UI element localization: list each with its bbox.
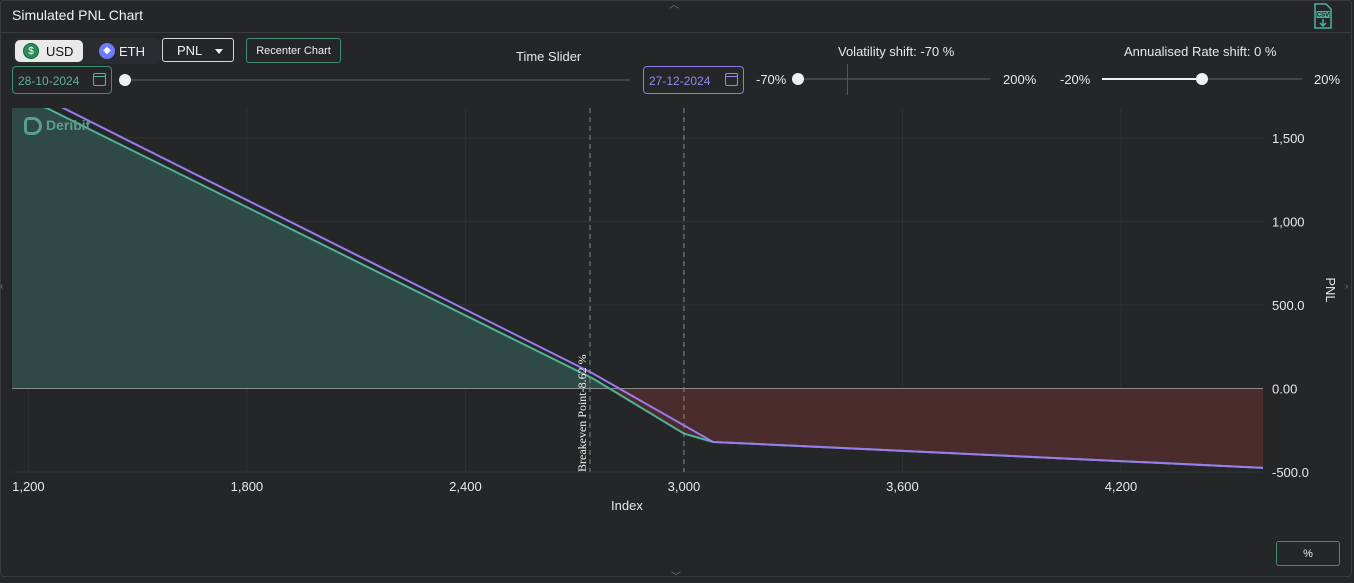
- metric-select-value: PNL: [177, 43, 203, 58]
- volatility-zero-marker: [847, 64, 848, 95]
- x-tick-label: 4,200: [1105, 479, 1138, 494]
- rate-min-label: -20%: [1060, 72, 1091, 87]
- currency-eth-label: ETH: [119, 44, 145, 59]
- time-slider-label: Time Slider: [516, 49, 582, 64]
- eth-coin-icon: ◆: [99, 43, 115, 59]
- rate-shift-label: Annualised Rate shift: 0 %: [1124, 44, 1277, 59]
- resize-right-icon[interactable]: ›: [1345, 281, 1349, 292]
- resize-left-icon[interactable]: ‹: [0, 281, 4, 292]
- y-tick-label: 500.0: [1272, 298, 1305, 313]
- end-date-value: 27-12-2024: [649, 74, 711, 88]
- y-tick-label: 1,500: [1272, 131, 1305, 146]
- y-tick-label: 1,000: [1272, 215, 1305, 230]
- volatility-max-label: 200%: [1003, 72, 1037, 87]
- currency-eth-button[interactable]: ◆ ETH: [97, 40, 157, 62]
- x-axis-label: Index: [611, 498, 643, 513]
- svg-text:CSV: CSV: [1317, 13, 1329, 19]
- time-slider-track[interactable]: [125, 79, 630, 81]
- profit-area: [12, 108, 610, 389]
- expand-down-icon[interactable]: ﹀: [671, 572, 681, 583]
- start-date-value: 28-10-2024: [18, 74, 80, 88]
- rate-slider-thumb[interactable]: [1196, 73, 1208, 85]
- x-tick-label: 3,000: [668, 479, 701, 494]
- deribit-logo-icon: [24, 117, 42, 136]
- x-tick-label: 3,600: [886, 479, 919, 494]
- y-axis-label: PNL: [1323, 277, 1338, 302]
- rate-max-label: 20%: [1314, 72, 1341, 87]
- loss-area: [609, 388, 1263, 468]
- title-bar: Simulated PNL Chart CSV: [0, 0, 1352, 33]
- currency-toggle: $ USD ◆ ETH: [13, 38, 161, 64]
- x-tick-label: 1,800: [231, 479, 264, 494]
- calendar-icon[interactable]: [725, 73, 738, 86]
- deribit-watermark: Deribit: [24, 117, 91, 136]
- volatility-slider-thumb[interactable]: [792, 73, 804, 85]
- csv-download-icon[interactable]: CSV: [1310, 2, 1336, 30]
- y-tick-label: -500.0: [1272, 465, 1309, 480]
- x-tick-label: 1,200: [12, 479, 45, 494]
- breakeven-annotation: Breakeven Point-8.62 %: [575, 354, 589, 472]
- percent-toggle-button[interactable]: %: [1276, 541, 1340, 566]
- usd-coin-icon: $: [23, 43, 39, 59]
- window-title: Simulated PNL Chart: [12, 7, 143, 23]
- x-tick-label: 2,400: [449, 479, 482, 494]
- volatility-slider-track[interactable]: [797, 78, 990, 80]
- currency-usd-button[interactable]: $ USD: [15, 40, 83, 62]
- y-tick-label: 0.00: [1272, 382, 1297, 397]
- metric-select[interactable]: PNL: [162, 38, 234, 62]
- start-date-field[interactable]: 28-10-2024: [12, 66, 112, 94]
- currency-usd-label: USD: [46, 44, 74, 59]
- rate-slider-fill: [1102, 78, 1202, 80]
- watermark-text: Deribit: [46, 117, 91, 133]
- pnl-chart[interactable]: Breakeven Point-8.62 % 1,200 1,800 2,400 3,0…: [0, 100, 1354, 520]
- volatility-shift-label: Volatility shift: -70 %: [838, 44, 955, 59]
- chevron-down-icon: [215, 49, 223, 54]
- pnl-expiry-line: [61, 108, 1263, 469]
- time-slider-thumb[interactable]: [119, 74, 131, 86]
- recenter-chart-button[interactable]: Recenter Chart: [246, 38, 341, 63]
- end-date-field[interactable]: 27-12-2024: [643, 66, 744, 94]
- calendar-icon[interactable]: [93, 73, 106, 86]
- volatility-min-label: -70%: [756, 72, 787, 87]
- collapse-up-icon[interactable]: ︿: [669, 0, 679, 11]
